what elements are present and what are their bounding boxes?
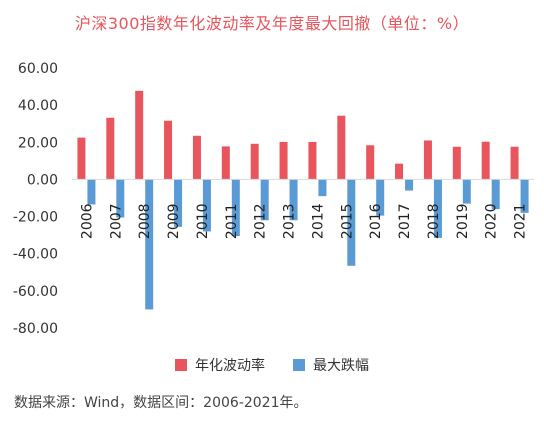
bar-volatility-2015 (337, 115, 346, 180)
bar-volatility-2011 (221, 146, 230, 180)
chart-title: 沪深300指数年化波动率及年度最大回撤（单位：%） (74, 14, 470, 33)
bar-max-drawdown-2020 (491, 179, 500, 210)
legend-label-volatility: 年化波动率 (195, 358, 265, 374)
y-tick-label: -60.00 (13, 284, 58, 300)
y-tick-label: 0.00 (27, 172, 58, 188)
bar-volatility-2007 (106, 117, 115, 180)
bar-volatility-2016 (366, 145, 375, 180)
legend: 年化波动率 最大跌幅 (0, 355, 544, 375)
y-tick-label: 40.00 (18, 98, 58, 114)
x-tick-label: 2016 (368, 203, 384, 239)
y-tick-label: 20.00 (18, 135, 58, 151)
bar-max-drawdown-2009 (174, 179, 183, 227)
source-note: 数据来源：Wind，数据区间：2006-2021年。 (14, 395, 308, 411)
bar-max-drawdown-2008 (145, 179, 154, 310)
bar-max-drawdown-2007 (116, 179, 125, 218)
bar-volatility-2013 (279, 141, 288, 180)
x-tick-label: 2009 (166, 203, 182, 239)
x-tick-label: 2010 (195, 203, 211, 239)
legend-swatch-max-drawdown (293, 359, 305, 371)
bar-volatility-2010 (192, 135, 201, 180)
bar-volatility-2014 (308, 141, 317, 180)
y-axis: 60.00 40.00 20.00 0.00 -20.00 -40.00 -60.00 -80… (13, 61, 58, 337)
bar-max-drawdown-2012 (260, 179, 269, 221)
x-tick-label: 2007 (108, 203, 124, 239)
x-tick-label: 2012 (253, 203, 269, 239)
bar-volatility-2006 (77, 137, 86, 180)
bar-volatility-2012 (250, 143, 259, 180)
x-tick-label: 2020 (484, 203, 500, 239)
x-tick-label: 2013 (282, 203, 298, 239)
x-tick-label: 2008 (137, 203, 153, 239)
y-tick-label: -20.00 (13, 210, 58, 226)
bar-volatility-2008 (135, 90, 144, 180)
y-tick-label: -80.00 (13, 321, 58, 337)
y-tick-label: -40.00 (13, 247, 58, 263)
x-tick-label: 2017 (397, 203, 413, 239)
bar-volatility-2018 (423, 140, 432, 180)
bar-max-drawdown-2006 (87, 179, 96, 205)
y-tick-label: 60.00 (18, 61, 58, 77)
bar-max-drawdown-2014 (318, 179, 327, 197)
bar-max-drawdown-2013 (289, 179, 298, 221)
x-tick-label: 2011 (224, 203, 240, 239)
bar-max-drawdown-2010 (202, 179, 211, 232)
bar-max-drawdown-2019 (462, 179, 471, 204)
x-tick-label: 2014 (310, 203, 326, 239)
bar-series-group (77, 90, 529, 310)
x-tick-label: 2021 (513, 203, 529, 239)
bar-volatility-2017 (395, 163, 404, 180)
legend-item-max-drawdown: 最大跌幅 (293, 355, 369, 375)
x-tick-label: 2015 (339, 203, 355, 239)
bar-max-drawdown-2011 (231, 179, 240, 237)
bar-max-drawdown-2016 (376, 179, 385, 216)
x-axis-labels: 2006 2007 2008 2009 2010 2011 2012 2013 2014 2015… (79, 203, 528, 239)
bar-max-drawdown-2015 (347, 179, 356, 266)
bar-volatility-2021 (510, 146, 519, 180)
legend-item-volatility: 年化波动率 (175, 355, 265, 375)
bar-volatility-2009 (164, 120, 173, 180)
legend-label-max-drawdown: 最大跌幅 (313, 358, 369, 374)
x-tick-label: 2019 (455, 203, 471, 239)
bar-max-drawdown-2017 (405, 179, 414, 191)
legend-swatch-volatility (175, 359, 187, 371)
x-tick-label: 2006 (79, 203, 95, 239)
bar-volatility-2019 (452, 146, 461, 180)
bar-max-drawdown-2018 (433, 179, 442, 238)
x-tick-label: 2018 (426, 203, 442, 239)
bar-volatility-2020 (481, 141, 490, 180)
bar-max-drawdown-2021 (520, 179, 529, 213)
